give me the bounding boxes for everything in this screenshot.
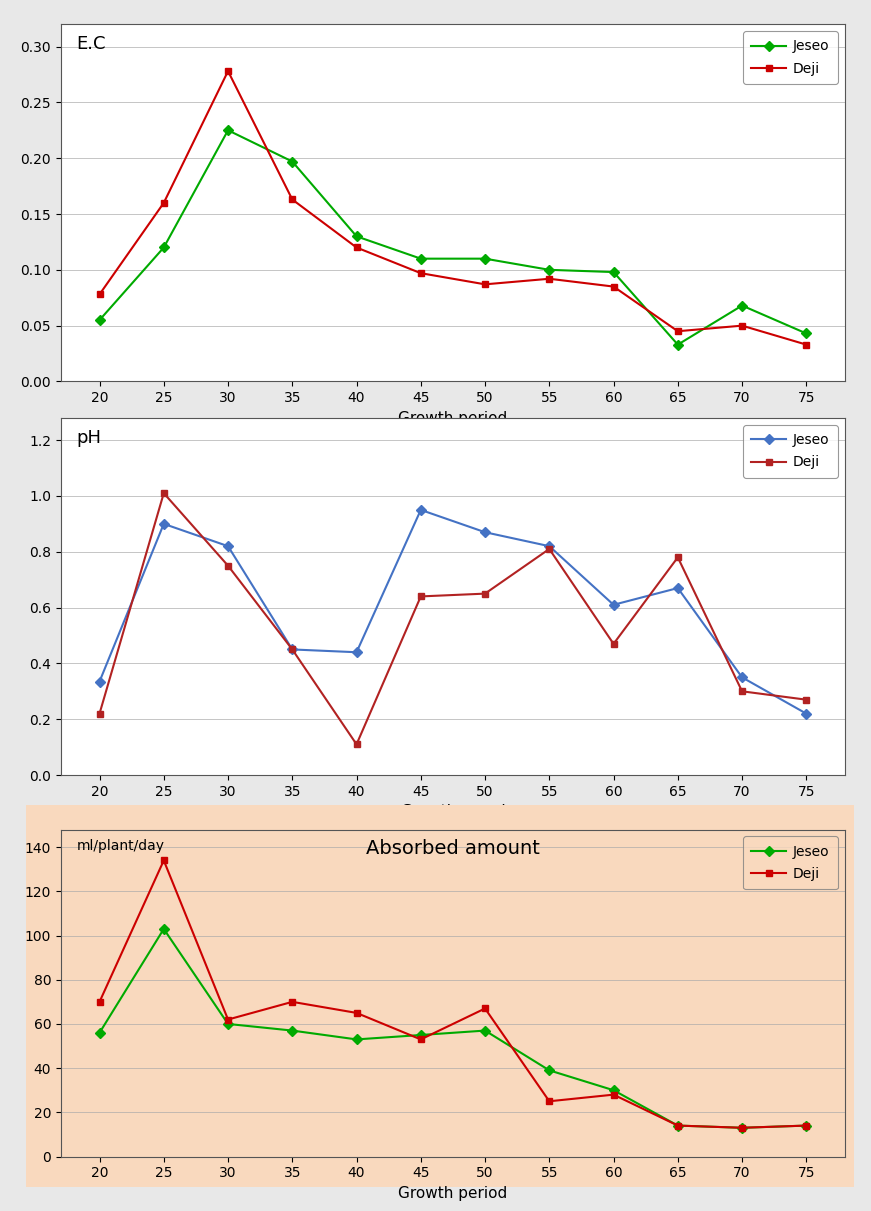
Deji [223, 558, 233, 573]
Deji [608, 280, 618, 294]
Deji [159, 486, 169, 500]
Jeseo [544, 1063, 555, 1078]
Deji [351, 240, 361, 254]
Jeseo [737, 298, 747, 312]
Deji [672, 550, 683, 564]
Jeseo [94, 312, 105, 327]
Deji [415, 1032, 426, 1046]
Jeseo [351, 645, 361, 660]
Deji [159, 854, 169, 868]
Jeseo [801, 1118, 812, 1132]
Jeseo [672, 581, 683, 596]
Text: ml/plant/day: ml/plant/day [77, 839, 165, 854]
Deji [544, 541, 555, 556]
Deji [351, 737, 361, 752]
Deji [94, 287, 105, 302]
Deji [544, 271, 555, 286]
Jeseo [415, 503, 426, 517]
Deji [672, 325, 683, 339]
Deji [94, 706, 105, 721]
Jeseo [287, 154, 298, 168]
Deji [608, 637, 618, 652]
Deji [351, 1005, 361, 1020]
Deji [415, 590, 426, 604]
Jeseo [223, 124, 233, 138]
Legend: Jeseo, Deji: Jeseo, Deji [743, 837, 838, 889]
Jeseo [544, 263, 555, 277]
Deji [480, 586, 490, 601]
Jeseo [159, 922, 169, 936]
Jeseo [672, 338, 683, 352]
Deji [480, 277, 490, 292]
Jeseo [223, 1017, 233, 1032]
X-axis label: Growth period: Growth period [398, 411, 508, 426]
Deji [159, 195, 169, 211]
Jeseo [351, 1032, 361, 1046]
Jeseo [544, 539, 555, 553]
Jeseo [737, 670, 747, 684]
Line: Jeseo: Jeseo [96, 127, 810, 348]
Legend: Jeseo, Deji: Jeseo, Deji [743, 425, 838, 477]
Jeseo [801, 326, 812, 340]
Jeseo [287, 1023, 298, 1038]
Jeseo [351, 229, 361, 243]
Jeseo [480, 524, 490, 539]
Deji [287, 994, 298, 1009]
Deji [672, 1118, 683, 1132]
Line: Deji: Deji [96, 489, 810, 748]
Jeseo [415, 252, 426, 266]
Line: Jeseo: Jeseo [96, 925, 810, 1131]
Deji [223, 64, 233, 79]
Jeseo [415, 1028, 426, 1043]
Deji [287, 193, 298, 207]
Jeseo [801, 706, 812, 721]
Text: pH: pH [77, 429, 102, 447]
Jeseo [223, 539, 233, 553]
Jeseo [608, 597, 618, 612]
Deji [287, 642, 298, 656]
Deji [480, 1001, 490, 1016]
Jeseo [608, 265, 618, 280]
Deji [94, 994, 105, 1009]
Deji [608, 1087, 618, 1102]
Deji [223, 1012, 233, 1027]
Deji [415, 266, 426, 281]
Deji [737, 1120, 747, 1135]
Deji [544, 1094, 555, 1108]
Deji [801, 338, 812, 352]
Jeseo [480, 1023, 490, 1038]
Jeseo [480, 252, 490, 266]
Jeseo [672, 1118, 683, 1132]
Deji [737, 684, 747, 699]
Legend: Jeseo, Deji: Jeseo, Deji [743, 31, 838, 84]
Jeseo [608, 1083, 618, 1097]
Text: E.C: E.C [77, 35, 106, 53]
Deji [801, 693, 812, 707]
X-axis label: Growth perod: Growth perod [401, 804, 505, 820]
Jeseo [94, 1026, 105, 1040]
Deji [801, 1118, 812, 1132]
Jeseo [287, 642, 298, 656]
Jeseo [737, 1120, 747, 1135]
Jeseo [94, 675, 105, 689]
Jeseo [159, 517, 169, 532]
Line: Deji: Deji [96, 857, 810, 1131]
Line: Jeseo: Jeseo [96, 506, 810, 717]
Line: Deji: Deji [96, 68, 810, 348]
Text: Absorbed amount: Absorbed amount [366, 839, 540, 859]
Jeseo [159, 240, 169, 254]
X-axis label: Growth period: Growth period [398, 1186, 508, 1201]
Deji [737, 318, 747, 333]
